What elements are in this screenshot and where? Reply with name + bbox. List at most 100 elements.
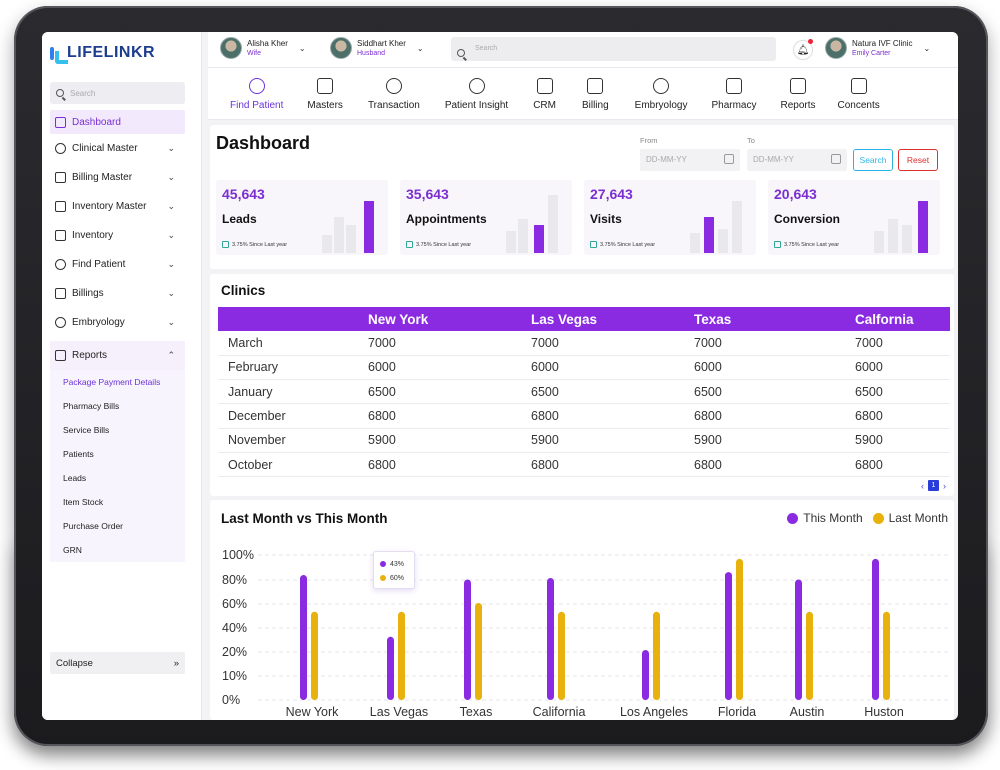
to-date-input[interactable]: DD-MM-YY [747, 149, 847, 171]
tooltip-dot [380, 561, 386, 567]
inventory-master-icon [55, 201, 66, 212]
page-number[interactable]: 1 [928, 480, 939, 491]
nav-billing[interactable]: Billing [582, 78, 609, 111]
mini-bar-chart [690, 193, 750, 253]
bar-this-month[interactable] [300, 575, 307, 700]
bar-last-month[interactable] [806, 611, 813, 700]
search-icon [56, 89, 64, 97]
sidebar-item-embryology[interactable]: Embryology ⌄ [50, 308, 185, 337]
bar-last-month[interactable] [311, 611, 318, 700]
table-row[interactable]: February 6000 6000 6000 6000 [218, 355, 950, 381]
submenu-item-patients[interactable]: Patients [63, 449, 94, 459]
chevron-down-icon: ⌄ [416, 43, 424, 53]
top-bar: Alisha Kher Wife ⌄ Siddhart Kher Husband… [208, 32, 958, 68]
stat-label: Visits [590, 212, 622, 226]
bar-this-month[interactable] [642, 650, 649, 700]
sidebar-search-input[interactable]: Search [50, 82, 185, 104]
table-row[interactable]: January 6500 6500 6500 6500 [218, 379, 950, 405]
nav-pharmacy[interactable]: Pharmacy [711, 78, 756, 111]
app-screen: LIFELINKR Search Dashboard Clinical Mast… [42, 32, 958, 720]
patient-selector-husband[interactable]: Siddhart Kher Husband ⌄ [330, 37, 424, 59]
stat-card-visits[interactable]: 27,643 Visits 3.75% Since Last year [584, 180, 756, 255]
column-header[interactable]: Calfornia [855, 307, 950, 331]
nav-transaction[interactable]: Transaction [368, 78, 420, 111]
submenu-item-item-stock[interactable]: Item Stock [63, 497, 104, 507]
legend-item-this-month[interactable]: This Month [787, 511, 863, 525]
double-chevron-right-icon: » [173, 657, 179, 669]
chevron-down-icon: ⌄ [167, 230, 175, 240]
nav-reports[interactable]: Reports [780, 78, 816, 111]
row-month: March [218, 331, 368, 356]
table-row[interactable]: October 6800 6800 6800 6800 [218, 452, 950, 478]
bar-this-month[interactable] [464, 579, 471, 700]
bar-this-month[interactable] [872, 558, 879, 700]
bar-last-month[interactable] [558, 611, 565, 700]
global-search-input[interactable]: Search [451, 37, 776, 61]
table-row[interactable]: March 7000 7000 7000 7000 [218, 331, 950, 356]
from-date-input[interactable]: DD-MM-YY [640, 149, 740, 171]
clinic-selector[interactable]: Natura IVF Clinic Emily Carter ⌄ [825, 37, 930, 59]
sidebar-item-inventory[interactable]: Inventory ⌄ [50, 221, 185, 250]
page-title: Dashboard [216, 133, 311, 153]
column-header[interactable]: Texas [694, 307, 855, 331]
sidebar-item-clinical-master[interactable]: Clinical Master ⌄ [50, 134, 185, 163]
nav-concents[interactable]: Concents [838, 78, 880, 111]
column-header[interactable]: Las Vegas [531, 307, 694, 331]
stat-card-appointments[interactable]: 35,643 Appointments 3.75% Since Last yea… [400, 180, 572, 255]
calendar-icon [831, 154, 841, 164]
app-logo[interactable]: LIFELINKR [50, 44, 155, 64]
table-cell: 6800 [368, 452, 531, 478]
stat-card-conversion[interactable]: 20,643 Conversion 3.75% Since Last year [768, 180, 940, 255]
stat-value: 27,643 [590, 186, 633, 202]
notification-badge [808, 39, 813, 44]
search-button[interactable]: Search [853, 149, 893, 171]
nav-masters[interactable]: Masters [307, 78, 343, 111]
stat-trend: 3.75% Since Last year [406, 241, 471, 248]
sidebar-item-billing-master[interactable]: Billing Master ⌄ [50, 163, 185, 192]
submenu-item-package-payment[interactable]: Package Payment Details [63, 377, 161, 387]
reset-button[interactable]: Reset [898, 149, 938, 171]
prev-page-button[interactable]: ‹ [921, 480, 924, 491]
bar-this-month[interactable] [725, 572, 732, 700]
sidebar-item-dashboard[interactable]: Dashboard [50, 110, 185, 134]
bar-last-month[interactable] [475, 602, 482, 700]
nav-find-patient[interactable]: Find Patient [230, 78, 283, 111]
next-page-button[interactable]: › [943, 480, 946, 491]
table-cell: 7000 [368, 331, 531, 356]
table-row[interactable]: November 5900 5900 5900 5900 [218, 428, 950, 453]
table-cell: 6500 [694, 379, 855, 405]
bar-last-month[interactable] [736, 558, 743, 700]
stat-card-leads[interactable]: 45,643 Leads 3.75% Since Last year [216, 180, 388, 255]
sidebar-item-billings[interactable]: Billings ⌄ [50, 279, 185, 308]
table-cell: 7000 [694, 331, 855, 356]
table-row[interactable]: December 6800 6800 6800 6800 [218, 403, 950, 429]
collapse-button[interactable]: Collapse » [50, 652, 185, 674]
notification-button[interactable]: 🔔︎ [793, 40, 813, 60]
bar-this-month[interactable] [387, 636, 394, 700]
column-header[interactable]: New York [368, 307, 531, 331]
chart-title: Last Month vs This Month [221, 511, 388, 526]
legend-item-last-month[interactable]: Last Month [872, 511, 948, 525]
bar-this-month[interactable] [547, 577, 554, 700]
trend-icon [406, 241, 413, 248]
bar-last-month[interactable] [883, 611, 890, 700]
nav-crm[interactable]: CRM [533, 78, 556, 111]
patient-selector-wife[interactable]: Alisha Kher Wife ⌄ [220, 37, 306, 59]
bar-last-month[interactable] [653, 611, 660, 700]
submenu-item-service-bills[interactable]: Service Bills [63, 425, 110, 435]
submenu-item-purchase-order[interactable]: Purchase Order [63, 521, 123, 531]
sidebar-item-inventory-master[interactable]: Inventory Master ⌄ [50, 192, 185, 221]
sidebar-item-reports[interactable]: Reports ⌃ [50, 341, 185, 370]
submenu-item-leads[interactable]: Leads [63, 473, 87, 483]
bar-this-month[interactable] [795, 579, 802, 700]
submenu-item-grn[interactable]: GRN [63, 545, 82, 555]
sidebar-item-find-patient[interactable]: Find Patient ⌄ [50, 250, 185, 279]
nav-embryology[interactable]: Embryology [635, 78, 687, 111]
nav-patient-insight[interactable]: Patient Insight [445, 78, 508, 111]
embryology-icon [55, 317, 66, 328]
row-month: February [218, 355, 368, 381]
submenu-item-pharmacy-bills[interactable]: Pharmacy Bills [63, 401, 120, 411]
table-cell: 6800 [855, 452, 950, 478]
bar-last-month[interactable] [398, 611, 405, 700]
table-cell: 6800 [531, 452, 694, 478]
